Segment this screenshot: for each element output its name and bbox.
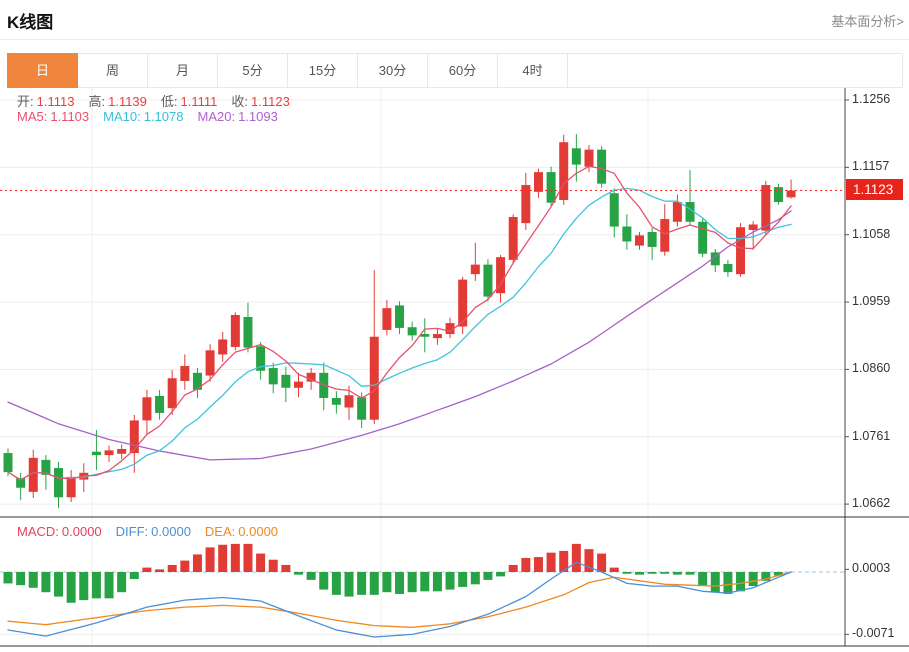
tab-60min[interactable]: 60分 — [428, 54, 498, 87]
current-price-badge: 1.1123 — [846, 179, 903, 201]
y-axis-label: 1.0662 — [852, 496, 891, 511]
ma20-line — [7, 210, 792, 461]
tab-4hour[interactable]: 4时 — [498, 54, 568, 87]
tab-30min[interactable]: 30分 — [358, 54, 428, 87]
kline-chart[interactable] — [0, 88, 909, 652]
diff-line — [7, 561, 792, 638]
dea-line — [7, 571, 792, 628]
macd-histogram — [3, 543, 783, 603]
tab-15min[interactable]: 15分 — [288, 54, 358, 87]
axis-ticks — [845, 99, 849, 635]
y-axis-label: 1.1256 — [852, 92, 891, 106]
tab-5min[interactable]: 5分 — [218, 54, 288, 87]
y-axis-label: -0.0071 — [852, 626, 895, 641]
fundamental-analysis-link[interactable]: 基本面分析> — [831, 14, 904, 29]
ma-legend: MA5: 1.1103 MA10: 1.1078 MA20: 1.1093 — [17, 109, 278, 124]
period-tab-bar: 日 周 月 5分 15分 30分 60分 4时 — [7, 53, 903, 88]
axis-lines — [0, 88, 909, 647]
y-axis-label: 1.1058 — [852, 226, 891, 241]
macd-legend: MACD: 0.0000 DIFF: 0.0000 DEA: 0.0000 — [17, 524, 279, 539]
y-axis-label: 0.0003 — [852, 561, 891, 576]
ma10-line — [7, 187, 792, 481]
ma5-line — [7, 165, 792, 481]
ohlc-legend: 开: 1.1113 高: 1.1139 低: 1.1111 收: 1.1123 — [17, 94, 290, 109]
y-axis-label: 1.0761 — [852, 428, 891, 443]
grid-lines — [0, 88, 845, 646]
y-axis-label: 1.1157 — [852, 159, 890, 174]
tab-day[interactable]: 日 — [7, 53, 78, 88]
tab-week[interactable]: 周 — [78, 54, 148, 87]
page-title: K线图 — [7, 13, 54, 32]
title-divider — [0, 39, 909, 40]
y-axis-label: 1.0959 — [852, 294, 891, 309]
y-axis-label: 1.0860 — [852, 361, 891, 376]
candles-group — [3, 134, 796, 509]
tab-month[interactable]: 月 — [148, 54, 218, 87]
